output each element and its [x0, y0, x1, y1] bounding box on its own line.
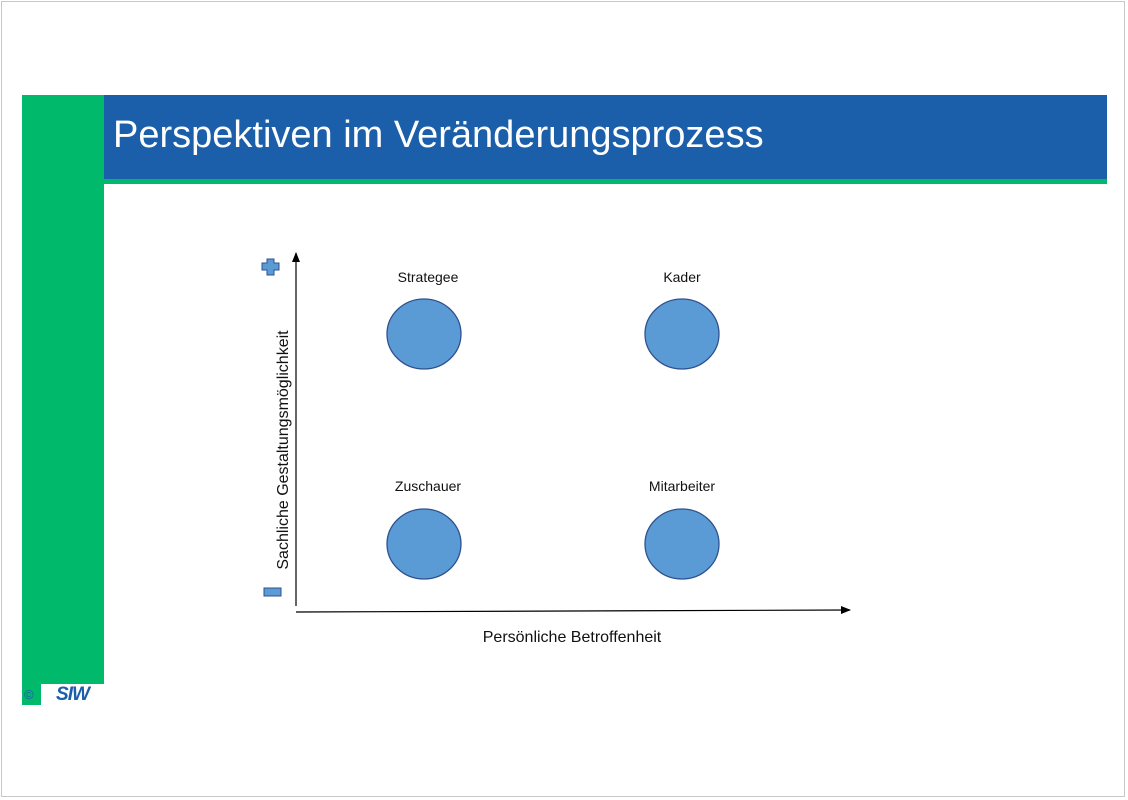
label-kader: Kader	[663, 269, 701, 285]
green-side-bar	[22, 95, 104, 705]
copyright-mark: ©	[24, 687, 34, 702]
circle-kader	[644, 298, 720, 370]
label-mitarbeiter: Mitarbeiter	[648, 478, 716, 494]
plus-icon	[261, 258, 280, 276]
x-axis	[295, 606, 851, 615]
minus-icon	[263, 587, 282, 597]
circle-mitarbeiter	[644, 508, 720, 580]
label-strategee: Strategee	[397, 269, 459, 285]
label-zuschauer: Zuschauer	[394, 478, 462, 494]
title-band	[104, 95, 1107, 179]
circle-zuschauer	[386, 508, 462, 580]
circle-strategee	[386, 298, 462, 370]
title-underline	[104, 179, 1107, 184]
siw-logo: SIW	[41, 684, 104, 705]
slide-title: Perspektiven im Veränderungsprozess	[113, 114, 764, 156]
x-axis-label: Persönliche Betroffenheit	[482, 629, 662, 646]
y-axis-label: Sachliche Gestaltungsmöglichkeit	[275, 330, 292, 570]
